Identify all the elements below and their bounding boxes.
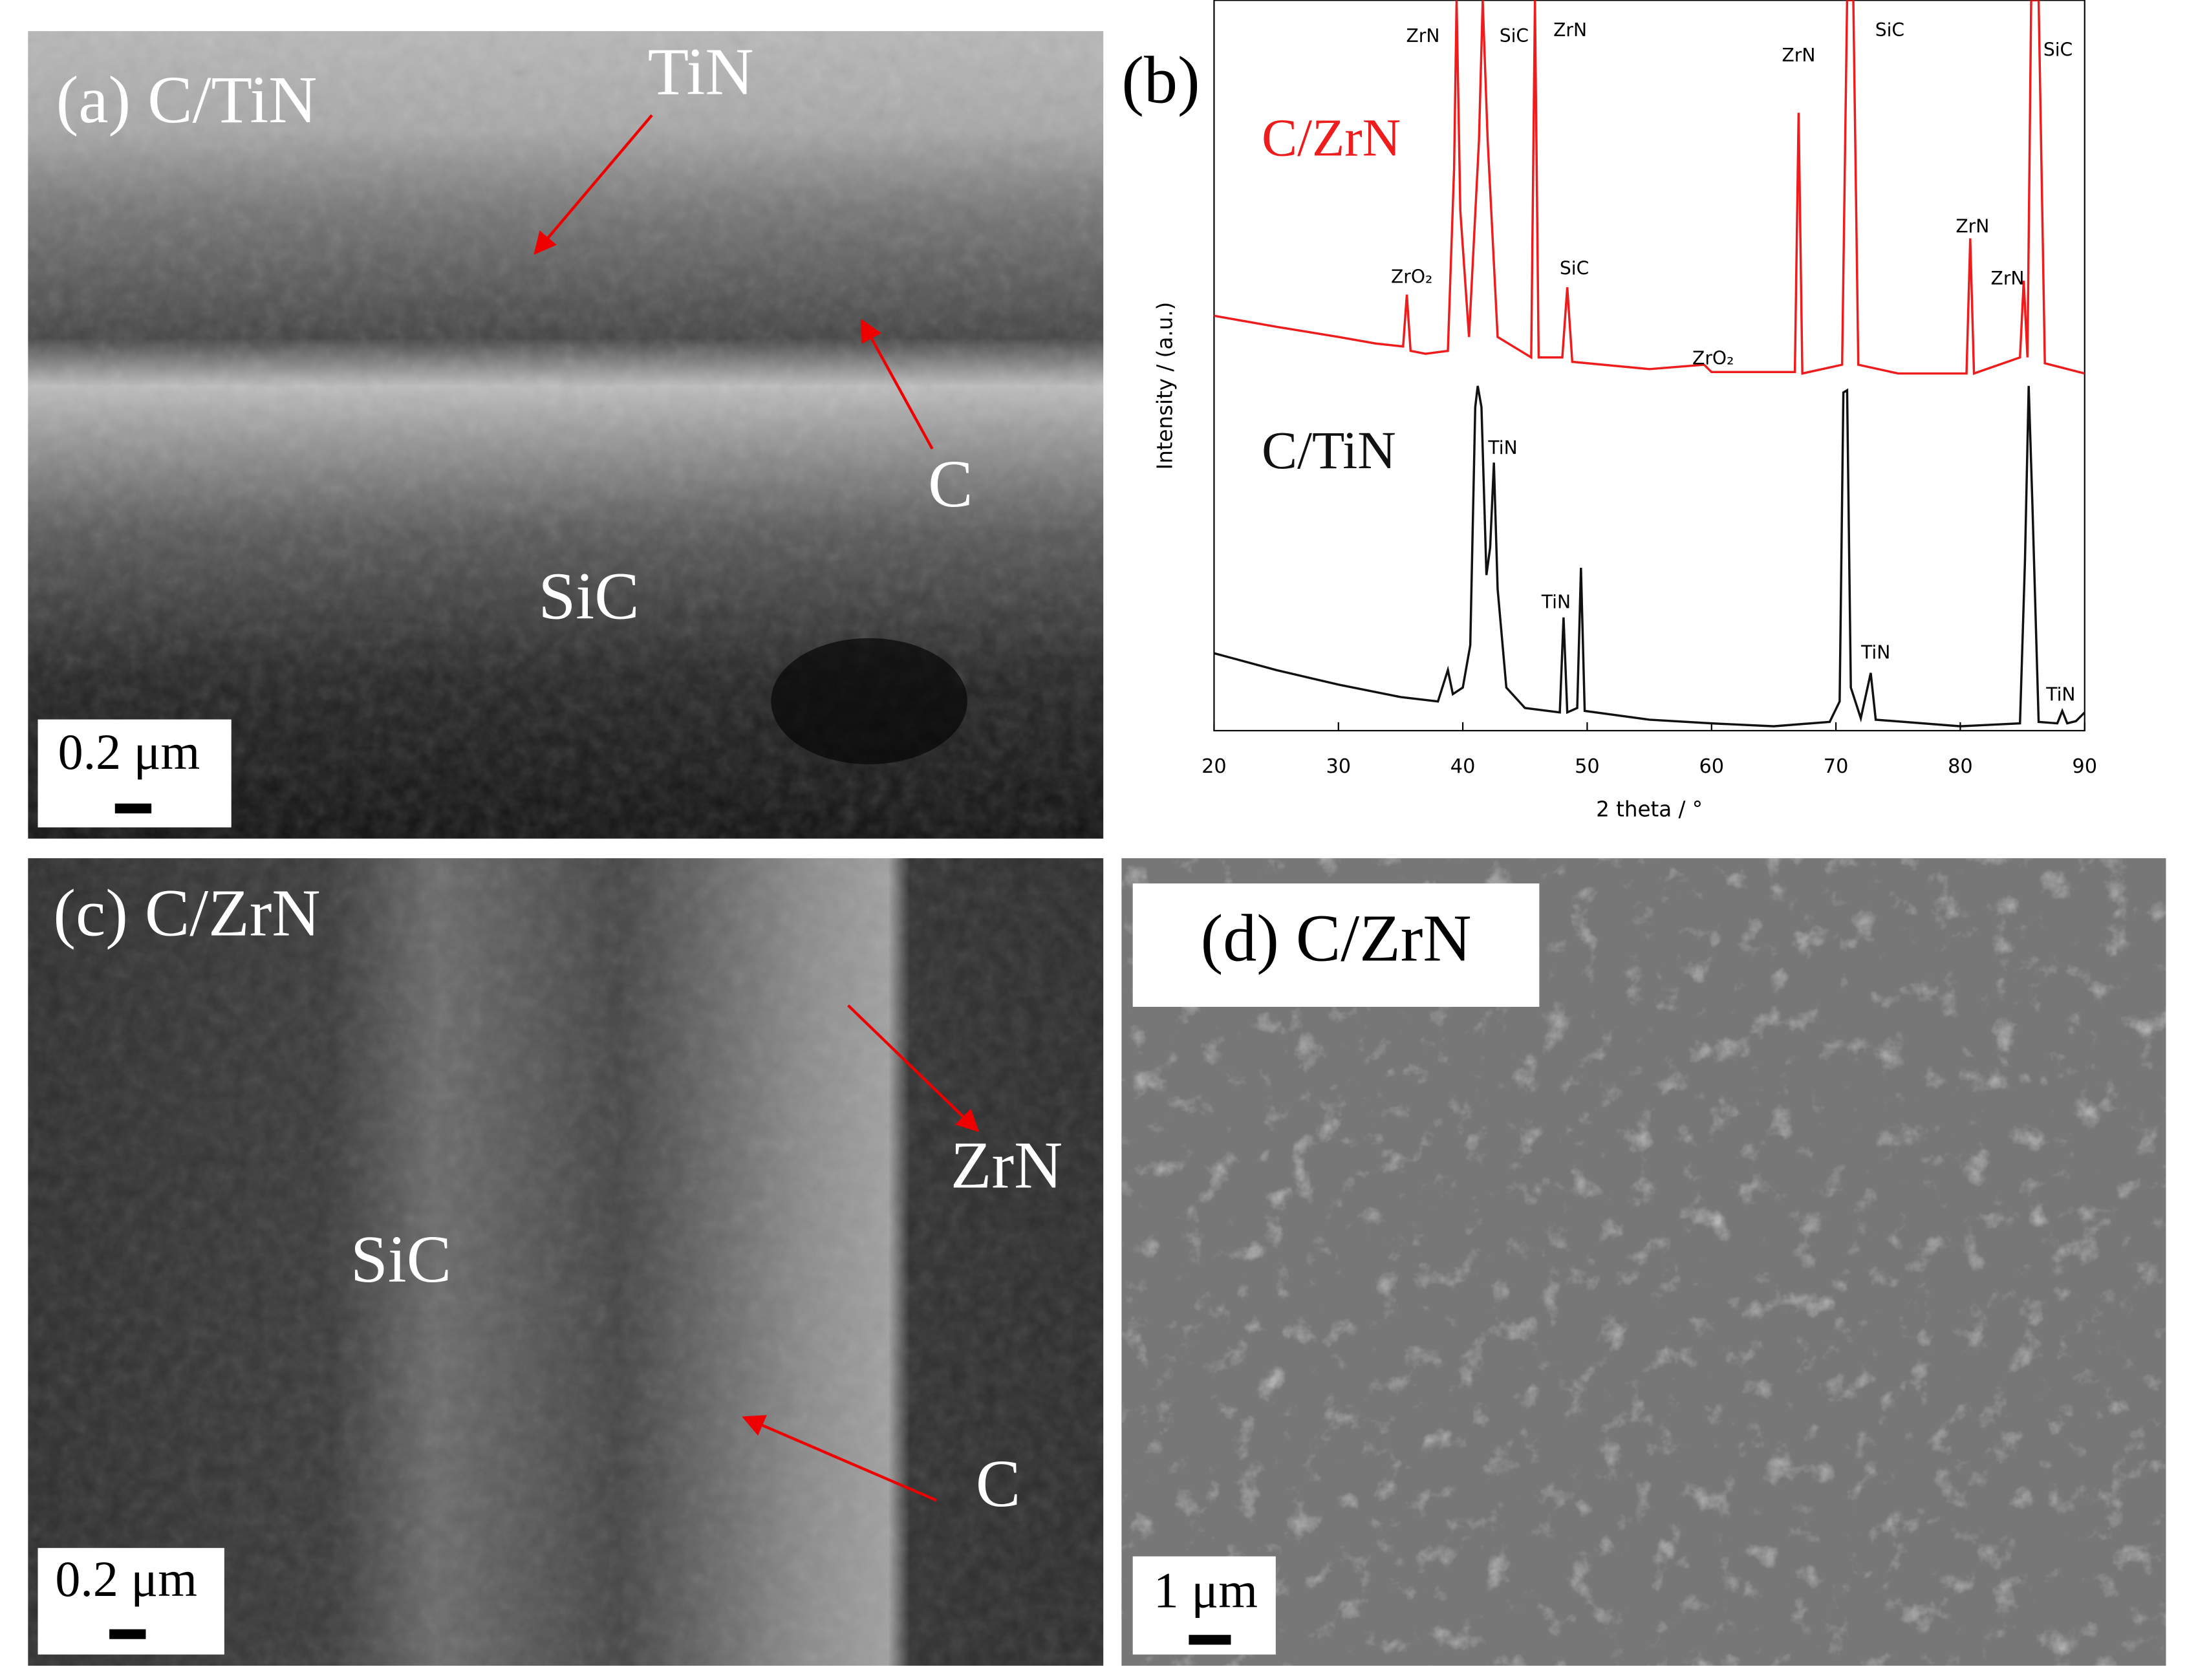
x-tick-label: 80 (1948, 755, 1973, 778)
annotation: ZrN (951, 1128, 1062, 1203)
annotation: SiC (350, 1222, 451, 1297)
x-tick-label: 50 (1575, 755, 1600, 778)
peak-label: SiC (2043, 39, 2073, 60)
scale-bar (1189, 1635, 1231, 1645)
scale-label: 1 μm (1154, 1562, 1258, 1618)
xrd-chart: (b) 20 30 40 50 60 70 80 90 2 theta / ° Intensity … (1121, 0, 2097, 821)
y-axis-label: Intensity / (a.u.) (1153, 302, 1178, 470)
sem-shade (771, 638, 967, 764)
scale-label: 0.2 μm (58, 724, 200, 780)
peak-label: ZrO₂ (1692, 347, 1734, 369)
label-box (1132, 883, 1540, 1007)
panel-label: (d) C/ZrN (1201, 900, 1472, 975)
peak-label: ZrO₂ (1391, 266, 1432, 288)
series-line (1214, 385, 2085, 727)
peak-label: ZrN (1782, 45, 1815, 66)
annotation: TiN (648, 34, 754, 109)
x-tick-label: 30 (1326, 755, 1351, 778)
peak-label: ZrN (1553, 19, 1587, 41)
panel-label: (b) (1121, 43, 1200, 118)
peak-label: ZrN (1406, 25, 1439, 47)
peak-label: SiC (1875, 19, 1904, 41)
arrow (742, 1415, 938, 1502)
x-tick-label: 90 (2072, 755, 2097, 778)
peak-label: SiC (1500, 25, 1529, 47)
peak-label: TiN (1860, 642, 1890, 663)
annotation: C (976, 1446, 1020, 1521)
arrow (847, 1004, 980, 1132)
peak-label: TiN (2045, 684, 2075, 705)
panel-label: (c) C/ZrN (53, 875, 320, 950)
peak-label: SiC (1560, 258, 1589, 279)
peak-label: ZrN (1955, 216, 1989, 237)
annotation: C (928, 446, 973, 521)
x-tick-label: 40 (1450, 755, 1476, 778)
arrow (533, 114, 653, 255)
peak-label: TiN (1487, 437, 1517, 458)
peak-label: TiN (1541, 592, 1571, 613)
peak-label: ZrN (1991, 268, 2025, 289)
sem-texture (28, 858, 1104, 1666)
legend-bg (1253, 419, 1408, 493)
x-tick-label: 70 (1824, 755, 1849, 778)
x-tick-label: 60 (1699, 755, 1724, 778)
plot-frame (1213, 0, 2085, 731)
panel-label: (a) C/TiN (56, 62, 318, 137)
legend-label: C/ZrN (1262, 108, 1401, 167)
legend-label: C/TiN (1262, 421, 1396, 480)
arrow (861, 319, 934, 450)
legend-bg (1253, 107, 1408, 180)
x-tick-label: 20 (1201, 755, 1227, 778)
annotation: SiC (538, 558, 639, 633)
x-axis-label: 2 theta / ° (1596, 797, 1703, 821)
scale-bar (109, 1629, 146, 1639)
scale-label: 0.2 μm (55, 1551, 197, 1607)
series-line (1214, 0, 2085, 375)
scale-bar (114, 803, 152, 813)
